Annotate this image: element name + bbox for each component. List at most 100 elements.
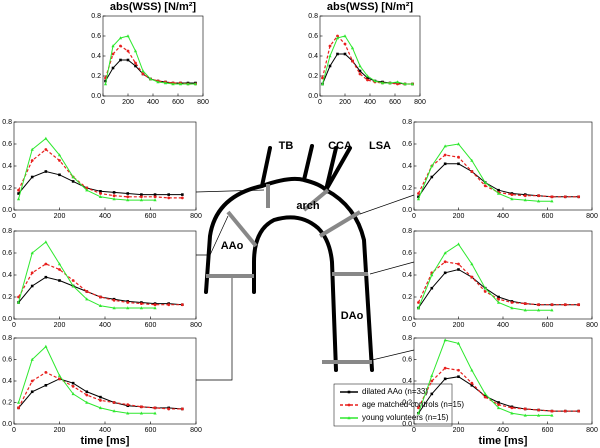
marker [16,400,21,404]
marker [328,54,332,58]
marker [523,413,527,417]
marker [336,52,339,56]
marker [44,136,48,140]
marker [153,411,157,415]
marker [58,268,61,271]
marker [180,407,184,411]
marker [180,196,184,200]
marker [497,401,500,404]
series-line [417,243,552,311]
marker [457,268,460,271]
marker [550,409,554,413]
leader [196,278,233,381]
series-line [18,263,183,306]
marker [126,301,130,304]
x-axis-label: time [ms] [479,435,528,447]
x-tick-label: 400 [497,427,509,434]
marker [457,262,460,266]
x-tick-label: 400 [497,322,509,329]
marker [550,413,554,417]
marker [148,77,153,81]
marker [139,198,143,202]
marker [550,308,554,312]
y-tick-label: 0.2 [91,73,101,80]
marker [457,368,460,372]
y-tick-label: 0.0 [402,207,412,214]
marker [58,173,61,177]
marker [44,384,48,387]
x-tick-label: 600 [389,99,401,106]
marker [71,392,75,396]
marker [537,199,541,203]
marker [456,142,461,146]
diagram-label: TB [279,140,294,152]
x-tick-label: 0 [412,322,416,329]
marker [496,406,501,410]
marker [550,199,554,203]
marker [30,390,34,394]
marker [153,303,157,307]
marker [510,301,514,304]
marker [126,192,130,195]
marker [17,188,20,192]
y-tick-label: 0.4 [91,53,101,60]
marker [373,79,377,83]
marker [563,409,567,413]
marker [140,195,143,199]
marker [98,406,103,410]
marker [167,196,171,200]
x-tick-label: 600 [145,213,157,220]
marker [523,407,527,411]
marker [343,52,347,56]
marker [139,411,143,415]
x-tick-label: 0 [318,99,322,106]
x-tick-label: 800 [414,99,426,106]
x-tick-label: 200 [54,427,66,434]
marker [510,197,514,201]
marker [457,162,460,166]
marker [134,64,137,68]
marker [577,195,581,199]
marker [470,384,474,387]
marker [119,58,122,62]
marker [30,251,34,255]
y-tick-label: 0.8 [2,119,12,126]
marker [141,69,145,73]
marker [98,195,103,198]
marker [112,306,116,310]
marker [30,147,34,151]
x-tick-label: 400 [497,213,509,220]
aorta-inner [252,215,338,372]
diagram-label: DAo [341,310,364,322]
marker [396,82,399,86]
marker [171,82,175,86]
marker [112,401,116,404]
marker [57,373,62,377]
marker [483,184,487,188]
marker [126,403,130,407]
series-line [18,371,183,410]
y-tick-label: 0.0 [402,421,412,428]
marker [58,377,61,381]
marker [496,300,501,304]
marker [563,303,567,307]
marker [430,273,434,277]
marker [153,306,157,310]
marker [17,295,20,299]
marker [358,69,362,73]
marker [417,406,420,410]
y-tick-label: 0.0 [2,316,12,323]
marker [112,298,116,302]
legend-box [333,383,453,427]
marker [71,279,75,282]
marker [44,240,48,244]
marker [395,80,400,84]
x-tick-label: 600 [542,322,554,329]
marker [563,195,567,199]
x-tick-label: 200 [54,322,66,329]
y-tick-label: 0.0 [402,316,412,323]
plane [302,188,330,212]
marker [126,34,130,38]
x-axis-label: time [ms] [81,435,130,447]
y-tick-label: 0.8 [2,228,12,235]
